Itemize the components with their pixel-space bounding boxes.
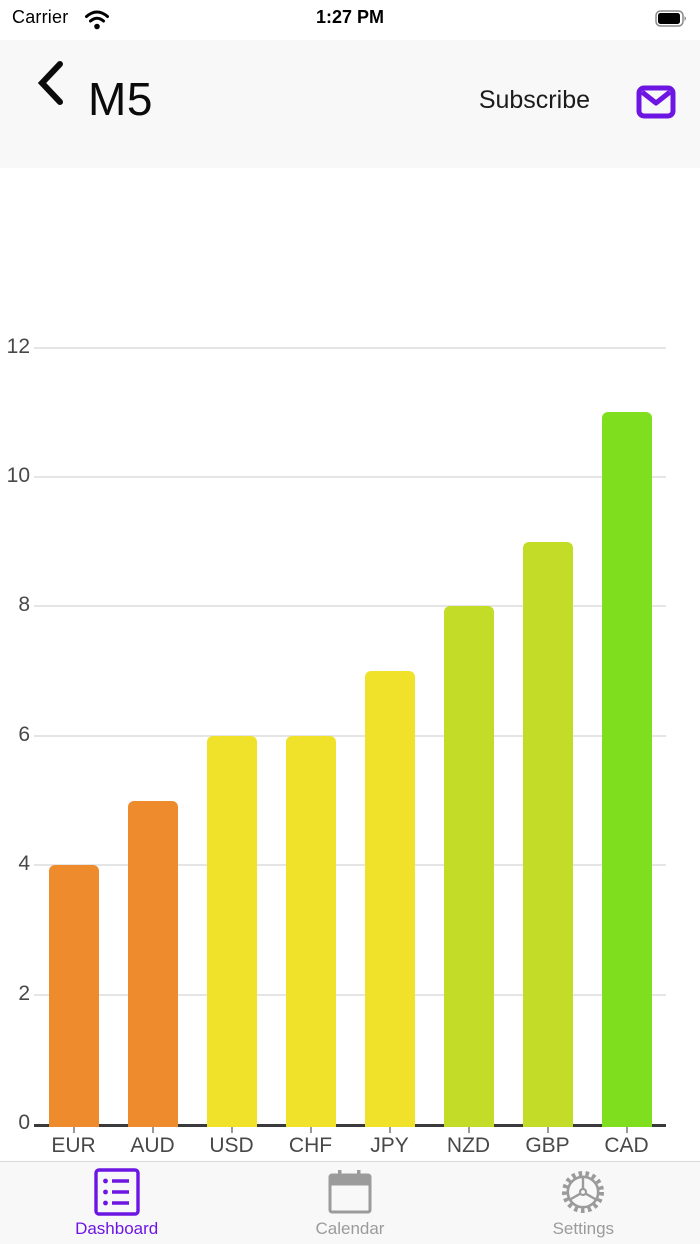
grid-line: [34, 346, 666, 349]
x-tick-label: CHF: [288, 1134, 333, 1157]
y-tick-label: 4: [18, 852, 30, 876]
axis-tick: [151, 1127, 154, 1133]
mail-envelope-icon: [636, 85, 676, 119]
status-bar: Carrier 1:27 PM: [0, 0, 700, 40]
x-tick-label: JPY: [370, 1134, 409, 1157]
tab-calendar-label: Calendar: [315, 1219, 385, 1238]
bar-chf: [285, 735, 336, 1127]
y-tick-label: 0: [18, 1111, 30, 1134]
subscribe-button[interactable]: Subscribe: [478, 86, 590, 114]
mail-button[interactable]: [636, 82, 676, 122]
bar-aud: [127, 800, 178, 1127]
tab-settings[interactable]: Settings: [467, 1162, 700, 1244]
currency-strength-bar-chart: 0 2 4 6 8 10 12 EUR AUD USD CHF JPY NZD GBP CAD: [0, 168, 700, 1161]
calendar-icon: [328, 1170, 372, 1214]
bar-jpy: [364, 671, 415, 1127]
grid-line: [34, 605, 666, 608]
x-axis: [34, 1124, 666, 1127]
bar-usd: [206, 735, 257, 1127]
y-tick-label: 2: [18, 981, 30, 1005]
settings-gear-icon: [562, 1171, 605, 1213]
axis-tick: [230, 1127, 233, 1133]
clock-label: 1:27 PM: [315, 7, 385, 27]
grid-line: [34, 734, 666, 737]
wifi-icon: [84, 8, 110, 37]
x-tick-label: NZD: [446, 1134, 491, 1157]
page-title: M5: [88, 73, 153, 125]
tab-dashboard-label: Dashboard: [75, 1219, 159, 1238]
axis-tick: [388, 1127, 391, 1133]
nav-bar: M5 Subscribe: [0, 40, 700, 168]
y-tick-label: 10: [6, 464, 30, 487]
x-tick-label: GBP: [525, 1134, 570, 1157]
dashboard-list-icon: [93, 1168, 140, 1216]
tab-settings-label: Settings: [552, 1219, 615, 1238]
tab-calendar[interactable]: Calendar: [233, 1162, 466, 1244]
grid-line: [34, 476, 666, 478]
grid-line: [34, 864, 666, 867]
grid-line: [34, 993, 666, 996]
y-tick-label: 6: [18, 722, 30, 746]
bar-gbp: [522, 541, 573, 1127]
bar-eur: [48, 865, 99, 1127]
battery-icon: [655, 10, 688, 33]
back-chevron-icon: [37, 61, 63, 105]
axis-tick: [546, 1127, 549, 1133]
bar-nzd: [443, 606, 494, 1127]
x-tick-label: EUR: [51, 1134, 96, 1157]
axis-tick: [467, 1127, 470, 1133]
y-tick-label: 12: [6, 334, 30, 358]
carrier-label: Carrier: [12, 7, 69, 27]
axis-tick: [72, 1127, 75, 1133]
axis-tick: [625, 1127, 628, 1133]
back-button[interactable]: [34, 60, 70, 106]
tab-bar: Dashboard Calendar Setting: [0, 1161, 700, 1244]
x-tick-label: USD: [209, 1134, 254, 1157]
x-tick-label: AUD: [130, 1134, 175, 1157]
y-tick-label: 8: [18, 593, 30, 617]
tab-dashboard[interactable]: Dashboard: [0, 1162, 233, 1244]
bar-cad: [601, 412, 652, 1127]
axis-tick: [309, 1127, 312, 1133]
x-tick-label: CAD: [604, 1134, 649, 1157]
